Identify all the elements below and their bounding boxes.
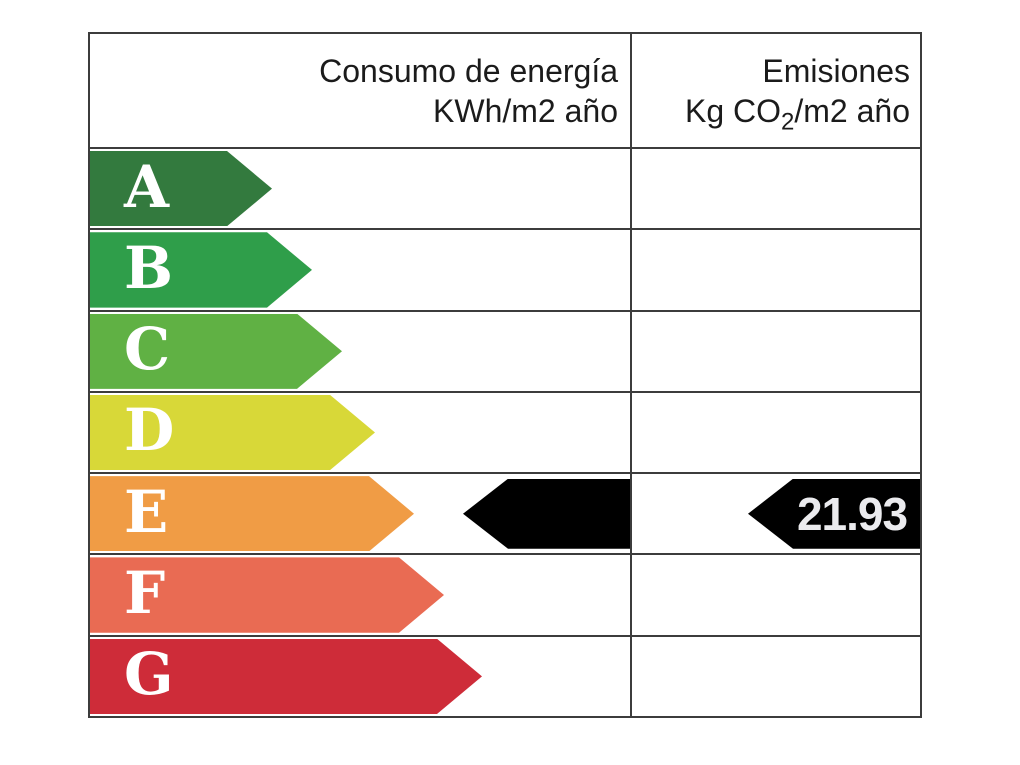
header-emissions: Emisiones Kg CO2/m2 año	[632, 34, 920, 147]
header-consumption-line1: Consumo de energía	[319, 53, 618, 89]
emissions-cell-d	[632, 393, 920, 472]
emissions-value: 21.93	[796, 487, 908, 540]
rating-rows: A B C D E 21.93 F G	[90, 149, 920, 716]
rating-bar-c: C	[90, 314, 342, 389]
rating-letter-d: D	[124, 396, 175, 465]
rating-letter-a: A	[124, 152, 170, 221]
consumption-cell-c: C	[90, 311, 632, 391]
rating-row-b: B	[90, 230, 920, 312]
header-consumption: Consumo de energía KWh/m2 año	[90, 34, 632, 147]
rating-row-g: G	[90, 636, 920, 716]
rating-letter-b: B	[124, 233, 174, 302]
energy-table: Consumo de energía KWh/m2 año Emisiones …	[88, 32, 922, 718]
emissions-cell-f	[632, 555, 920, 634]
rating-row-d: D	[90, 392, 920, 475]
consumption-cell-d: D	[90, 392, 632, 473]
emissions-cell-b	[632, 230, 920, 309]
emissions-cell-e: 21.93	[632, 474, 920, 553]
emissions-cell-g	[632, 637, 920, 716]
consumption-cell-g: G	[90, 636, 632, 716]
emissions-indicator-arrow: 21.93	[748, 478, 920, 549]
rating-bar-d: D	[90, 395, 375, 470]
rating-letter-c: C	[124, 315, 171, 384]
rating-bar-a: A	[90, 151, 272, 226]
rating-bar-b: B	[90, 232, 312, 307]
header-emissions-line1: Emisiones	[762, 53, 910, 89]
rating-letter-e: E	[124, 477, 169, 546]
rating-row-a: A	[90, 149, 920, 231]
rating-bar-e: E	[90, 476, 414, 551]
header-emissions-line2-sub: 2	[781, 108, 795, 136]
header-emissions-line2-post: /m2 año	[794, 93, 910, 129]
header-emissions-line2: Kg CO2/m2 año	[632, 91, 910, 134]
emissions-cell-c	[632, 312, 920, 391]
consumption-cell-a: A	[90, 149, 632, 229]
rating-letter-f: F	[124, 559, 166, 628]
rating-bar-g: G	[90, 639, 482, 714]
consumption-indicator-arrow	[463, 478, 630, 549]
consumption-cell-e: E	[90, 474, 632, 554]
header-emissions-line2-pre: Kg CO	[684, 93, 782, 129]
rating-row-f: F	[90, 555, 920, 637]
consumption-cell-b: B	[90, 230, 632, 310]
rating-bar-f: F	[90, 557, 444, 632]
consumption-cell-f: F	[90, 555, 632, 635]
rating-letter-g: G	[124, 640, 174, 709]
table-header: Consumo de energía KWh/m2 año Emisiones …	[90, 34, 920, 149]
rating-row-e: E 21.93	[90, 474, 920, 556]
header-consumption-line2: KWh/m2 año	[433, 93, 618, 129]
rating-row-c: C	[90, 311, 920, 393]
emissions-cell-a	[632, 149, 920, 228]
